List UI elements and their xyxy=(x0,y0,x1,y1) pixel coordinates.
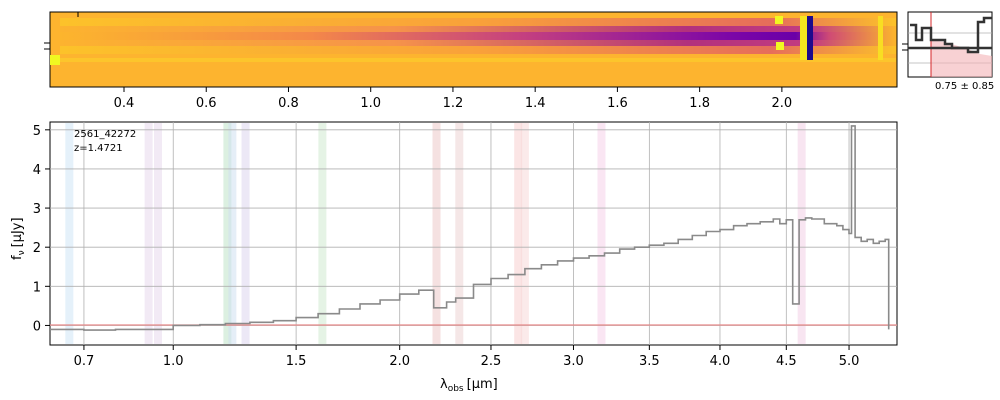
spectrum-1d-frame xyxy=(49,121,898,346)
y-tick-label: 0 xyxy=(33,319,41,334)
emission-line-bands xyxy=(65,123,806,344)
spectrum-2d-x-axis: 0.4 0.6 0.8 1.0 1.2 1.4 1.6 1.8 2.0 xyxy=(114,87,793,111)
top-tick-label: 0.6 xyxy=(196,96,217,111)
x-tick-label: 4.5 xyxy=(776,354,797,369)
emission-line-band xyxy=(153,123,162,344)
x-axis-label: λobs [μm] xyxy=(440,377,498,394)
y-axis-label: fν [μJy] xyxy=(10,217,27,260)
top-tick-label: 0.8 xyxy=(278,96,299,111)
y-label-sub: ν xyxy=(17,250,27,255)
top-tick-label: 1.6 xyxy=(607,96,628,111)
x-tick-label: 5.0 xyxy=(839,354,860,369)
x-tick-label: 2.5 xyxy=(481,354,502,369)
emission-line-band xyxy=(520,123,529,344)
top-tick-label: 0.4 xyxy=(114,96,135,111)
emission-line-band xyxy=(65,123,74,344)
spectrum-line xyxy=(50,125,890,331)
redshift-pdf-panel: 0.75 ± 0.85 xyxy=(902,11,994,92)
x-axis: 0.7 1.0 1.5 2.0 2.5 3.0 3.5 4.0 4.5 5.0 xyxy=(74,345,860,369)
x-tick-label: 1.5 xyxy=(286,354,307,369)
x-label-main: λ xyxy=(440,377,448,392)
x-tick-label: 3.0 xyxy=(563,354,584,369)
y-axis: 0 1 2 3 4 5 xyxy=(33,124,50,334)
redshift-label: z=1.4721 xyxy=(74,143,123,154)
x-tick-label: 2.0 xyxy=(389,354,410,369)
y-tick-label: 4 xyxy=(33,163,41,178)
y-label-main: f xyxy=(10,255,25,260)
emission-line-band xyxy=(455,123,464,344)
y-tick-label: 5 xyxy=(33,124,41,139)
x-tick-label: 1.0 xyxy=(163,354,184,369)
x-tick-label: 3.5 xyxy=(639,354,660,369)
top-tick-label: 1.4 xyxy=(525,96,546,111)
emission-line-band xyxy=(241,123,250,344)
x-label-sub: obs xyxy=(448,384,464,394)
emission-line-band xyxy=(514,123,523,344)
top-tick-label: 2.0 xyxy=(772,96,793,111)
top-tick-label: 1.0 xyxy=(360,96,381,111)
x-tick-label: 4.0 xyxy=(710,354,731,369)
top-tick-label: 1.2 xyxy=(443,96,464,111)
pdf-curve xyxy=(910,16,992,54)
emission-line-band xyxy=(228,123,237,344)
x-tick-label: 0.7 xyxy=(74,354,95,369)
emission-line-band xyxy=(223,123,232,344)
spectrum-2d-panel: 0.4 0.6 0.8 1.0 1.2 1.4 1.6 1.8 2.0 xyxy=(44,11,898,111)
y-tick-label: 3 xyxy=(33,202,41,217)
emission-line-band xyxy=(597,123,606,344)
emission-line-band xyxy=(797,123,806,344)
spectrum-1d-panel: 0.7 1.0 1.5 2.0 2.5 3.0 3.5 4.0 4.5 5.0 0 1 2 3 4 5 25… xyxy=(10,121,898,394)
y-tick-label: 2 xyxy=(33,241,41,256)
y-label-unit: [μJy] xyxy=(10,217,25,247)
y-tick-label: 1 xyxy=(33,280,41,295)
pdf-annotation: 0.75 ± 0.85 xyxy=(935,81,994,92)
top-tick-label: 1.8 xyxy=(689,96,710,111)
object-id-label: 2561_42272 xyxy=(74,129,136,140)
emission-line-band xyxy=(318,123,327,344)
x-label-unit: [μm] xyxy=(467,377,498,392)
emission-line-band xyxy=(432,123,441,344)
emission-line-band xyxy=(144,123,153,344)
